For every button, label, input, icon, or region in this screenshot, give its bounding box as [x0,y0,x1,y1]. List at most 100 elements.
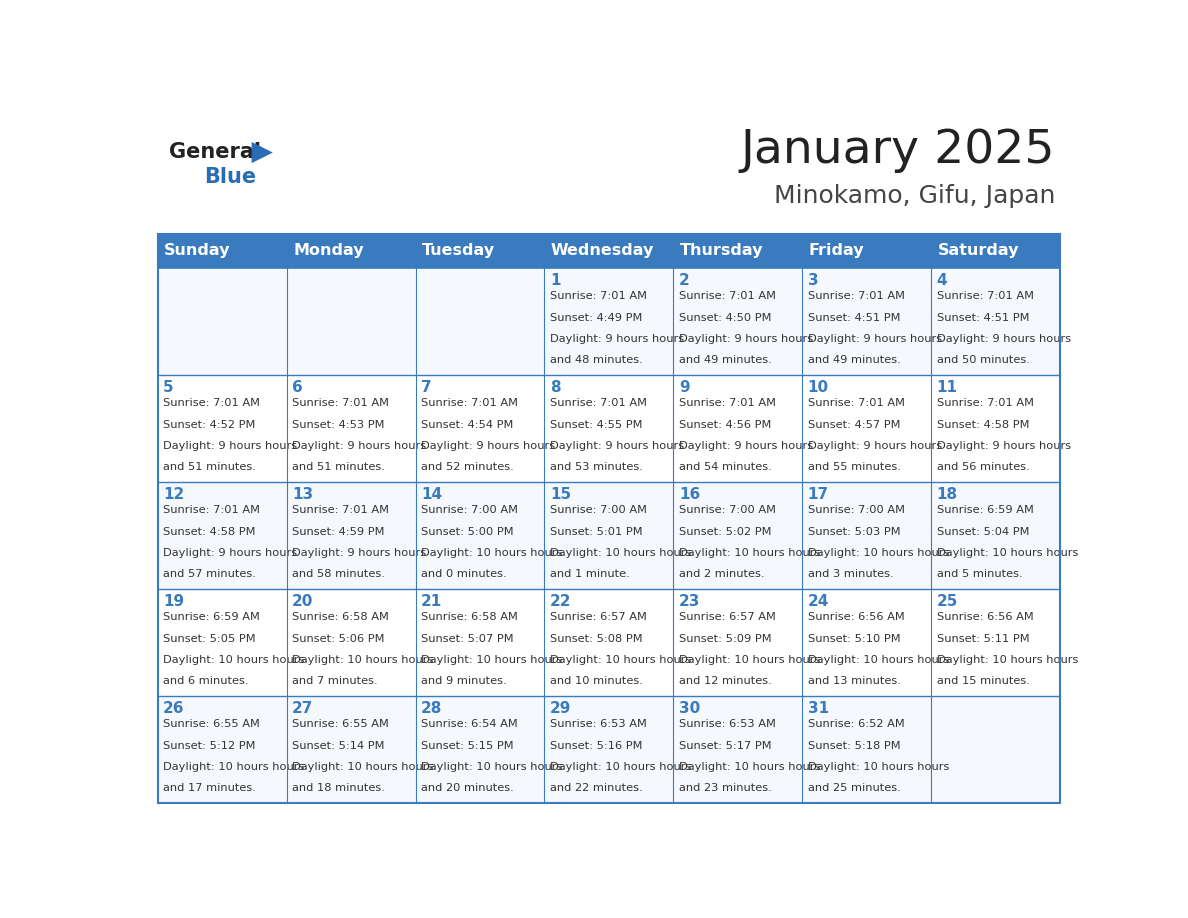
Text: 7: 7 [421,380,431,395]
Text: and 56 minutes.: and 56 minutes. [936,463,1029,473]
Text: Sunset: 5:03 PM: Sunset: 5:03 PM [808,527,901,536]
Bar [158,588,286,696]
Text: Daylight: 10 hours hours: Daylight: 10 hours hours [808,762,949,772]
Text: Sunset: 5:05 PM: Sunset: 5:05 PM [163,633,255,644]
Text: 21: 21 [421,594,442,609]
Text: Wednesday: Wednesday [551,243,655,258]
Text: and 49 minutes.: and 49 minutes. [808,355,901,365]
Bar [931,696,1060,803]
Polygon shape [252,142,273,163]
Bar [931,375,1060,482]
Text: 30: 30 [678,700,700,716]
Text: Daylight: 9 hours hours: Daylight: 9 hours hours [936,441,1070,451]
Text: Sunset: 4:53 PM: Sunset: 4:53 PM [292,420,385,430]
Text: and 3 minutes.: and 3 minutes. [808,569,893,579]
Text: Daylight: 9 hours hours: Daylight: 9 hours hours [292,441,426,451]
Text: 9: 9 [678,380,689,395]
Text: Sunset: 5:09 PM: Sunset: 5:09 PM [678,633,771,644]
Bar [416,588,544,696]
Text: Daylight: 10 hours hours: Daylight: 10 hours hours [550,548,691,558]
Text: and 1 minute.: and 1 minute. [550,569,630,579]
Text: and 55 minutes.: and 55 minutes. [808,463,901,473]
Bar [802,234,931,268]
Text: 16: 16 [678,487,700,502]
Text: Sunset: 4:56 PM: Sunset: 4:56 PM [678,420,771,430]
Text: Daylight: 9 hours hours: Daylight: 9 hours hours [292,548,426,558]
Bar [544,268,674,375]
Bar [158,268,286,375]
Bar [158,375,286,482]
Text: Sunrise: 7:01 AM: Sunrise: 7:01 AM [163,398,260,409]
Bar [158,482,286,588]
Text: and 50 minutes.: and 50 minutes. [936,355,1030,365]
Text: Daylight: 10 hours hours: Daylight: 10 hours hours [936,548,1078,558]
Text: Sunrise: 7:01 AM: Sunrise: 7:01 AM [163,505,260,515]
Text: 2: 2 [678,273,689,287]
Bar [286,482,416,588]
Text: Sunrise: 6:55 AM: Sunrise: 6:55 AM [292,719,388,729]
Text: Sunset: 5:10 PM: Sunset: 5:10 PM [808,633,901,644]
Bar [931,268,1060,375]
Text: Sunset: 5:16 PM: Sunset: 5:16 PM [550,741,643,751]
Text: Sunrise: 6:55 AM: Sunrise: 6:55 AM [163,719,260,729]
Text: Sunset: 4:51 PM: Sunset: 4:51 PM [936,312,1029,322]
Text: Sunrise: 6:59 AM: Sunrise: 6:59 AM [163,612,260,622]
Text: Monday: Monday [293,243,364,258]
Text: Daylight: 10 hours hours: Daylight: 10 hours hours [808,655,949,665]
Text: Daylight: 10 hours hours: Daylight: 10 hours hours [678,762,820,772]
Text: Blue: Blue [204,167,255,186]
Bar [674,482,802,588]
Text: General: General [169,142,260,162]
Text: Sunrise: 6:57 AM: Sunrise: 6:57 AM [678,612,776,622]
Text: Sunset: 5:02 PM: Sunset: 5:02 PM [678,527,771,536]
Text: Sunset: 4:55 PM: Sunset: 4:55 PM [550,420,643,430]
Text: 20: 20 [292,594,314,609]
Text: Sunrise: 6:57 AM: Sunrise: 6:57 AM [550,612,646,622]
Text: Daylight: 10 hours hours: Daylight: 10 hours hours [163,762,304,772]
Text: 6: 6 [292,380,303,395]
Text: and 48 minutes.: and 48 minutes. [550,355,643,365]
Text: and 12 minutes.: and 12 minutes. [678,677,771,687]
Bar [674,696,802,803]
Bar [416,234,544,268]
Text: 18: 18 [936,487,958,502]
Text: and 51 minutes.: and 51 minutes. [163,463,257,473]
Text: Daylight: 9 hours hours: Daylight: 9 hours hours [421,441,555,451]
Text: Daylight: 10 hours hours: Daylight: 10 hours hours [678,548,820,558]
Text: 26: 26 [163,700,184,716]
Bar [416,268,544,375]
Text: 4: 4 [936,273,947,287]
Bar [286,696,416,803]
Bar [931,482,1060,588]
Text: Sunrise: 6:53 AM: Sunrise: 6:53 AM [550,719,646,729]
Bar [158,234,286,268]
Text: Sunrise: 7:00 AM: Sunrise: 7:00 AM [550,505,647,515]
Text: 31: 31 [808,700,829,716]
Text: Sunrise: 6:52 AM: Sunrise: 6:52 AM [808,719,904,729]
Text: and 17 minutes.: and 17 minutes. [163,783,257,793]
Bar [802,588,931,696]
Bar [416,482,544,588]
Text: Tuesday: Tuesday [422,243,495,258]
Bar [158,696,286,803]
Text: and 22 minutes.: and 22 minutes. [550,783,643,793]
Text: Sunset: 5:07 PM: Sunset: 5:07 PM [421,633,513,644]
Text: and 54 minutes.: and 54 minutes. [678,463,771,473]
Text: Daylight: 10 hours hours: Daylight: 10 hours hours [936,655,1078,665]
Text: and 9 minutes.: and 9 minutes. [421,677,506,687]
Bar [286,375,416,482]
Text: Daylight: 10 hours hours: Daylight: 10 hours hours [292,655,434,665]
Text: and 15 minutes.: and 15 minutes. [936,677,1030,687]
Text: Sunset: 5:15 PM: Sunset: 5:15 PM [421,741,513,751]
Text: 11: 11 [936,380,958,395]
Text: 1: 1 [550,273,561,287]
Text: Sunrise: 7:01 AM: Sunrise: 7:01 AM [936,398,1034,409]
Text: Sunset: 4:58 PM: Sunset: 4:58 PM [936,420,1029,430]
Text: Sunrise: 7:00 AM: Sunrise: 7:00 AM [421,505,518,515]
Text: and 57 minutes.: and 57 minutes. [163,569,257,579]
Text: Sunrise: 7:01 AM: Sunrise: 7:01 AM [421,398,518,409]
Text: Daylight: 9 hours hours: Daylight: 9 hours hours [936,334,1070,344]
Bar [802,268,931,375]
Text: 12: 12 [163,487,184,502]
Text: Sunrise: 7:01 AM: Sunrise: 7:01 AM [808,291,905,301]
